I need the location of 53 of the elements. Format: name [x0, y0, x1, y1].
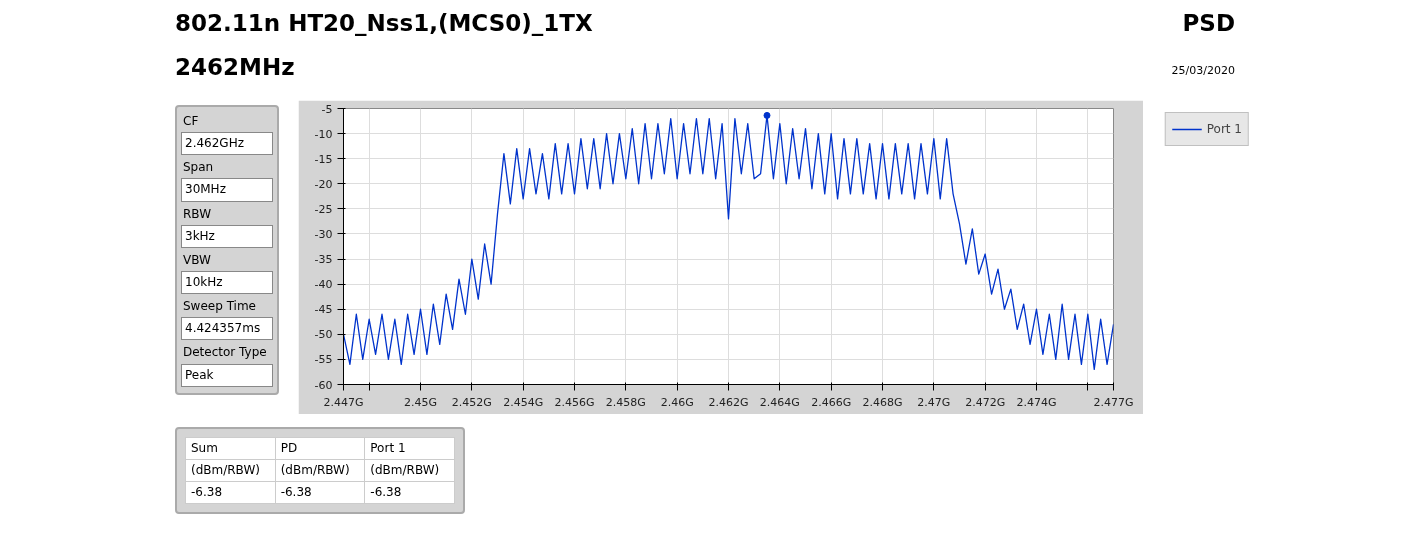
x-tick-label: 2.477G: [1093, 395, 1134, 409]
text: 25/03/2020: [1171, 63, 1235, 79]
y-tick-label: -60: [314, 378, 333, 392]
text: CF: [182, 113, 200, 130]
y-tick-label: -15: [314, 152, 333, 166]
y-tick-label: -30: [314, 227, 333, 241]
text: Sweep Time: [182, 298, 257, 316]
y-tick-label: -35: [314, 253, 333, 267]
text: 3kHz: [181, 224, 273, 248]
text: Port 1: [364, 437, 455, 460]
y-tick-label: -10: [314, 127, 333, 141]
text: (dBm/RBW): [275, 459, 365, 482]
text: 10kHz: [181, 270, 273, 295]
x-tick-label: 2.452G: [451, 395, 492, 409]
text: RBW: [182, 205, 212, 223]
legend-label: Port 1: [1206, 122, 1242, 136]
y-tick-label: -45: [314, 303, 333, 317]
x-tick-label: 2.45G: [403, 395, 438, 409]
x-tick-label: 2.447G: [323, 395, 364, 409]
y-tick-label: -20: [314, 177, 333, 191]
text: -6.38: [185, 481, 276, 504]
text: VBW: [182, 251, 212, 269]
chart-subtitle: 2462MHz: [175, 53, 295, 82]
text: PD: [275, 437, 365, 460]
text: (dBm/RBW): [364, 459, 455, 482]
text: (dBm/RBW): [185, 459, 276, 482]
text: -6.38: [364, 481, 455, 504]
x-tick-label: 2.472G: [965, 395, 1006, 409]
text: Span: [182, 159, 215, 177]
y-tick-label: -25: [314, 202, 333, 216]
text: -6.38: [275, 481, 365, 504]
y-tick-label: -5: [321, 102, 333, 116]
x-tick-label: 2.46G: [660, 395, 694, 409]
x-tick-label: 2.462G: [708, 395, 749, 409]
x-tick-label: 2.466G: [811, 395, 852, 409]
x-tick-label: 2.464G: [759, 395, 800, 409]
text: 4.424357ms: [181, 317, 273, 341]
y-tick-label: -55: [314, 353, 333, 367]
y-tick-label: -40: [314, 278, 333, 292]
text: Peak: [181, 363, 273, 387]
x-tick-label: 2.474G: [1016, 395, 1057, 409]
text: 2.462GHz: [181, 132, 273, 156]
text: Detector Type: [182, 344, 268, 362]
y-tick-label: -50: [314, 328, 333, 342]
x-tick-label: 2.458G: [605, 395, 646, 409]
text: PSD: [1182, 9, 1235, 38]
x-tick-label: 2.47G: [917, 395, 951, 409]
x-tick-label: 2.468G: [862, 395, 903, 409]
x-tick-label: 2.454G: [503, 395, 544, 409]
text: Sum: [185, 437, 276, 460]
chart-title: 802.11n HT20_Nss1,(MCS0)_1TX: [175, 9, 593, 38]
x-tick-label: 2.456G: [554, 395, 595, 409]
text: 30MHz: [181, 178, 273, 202]
